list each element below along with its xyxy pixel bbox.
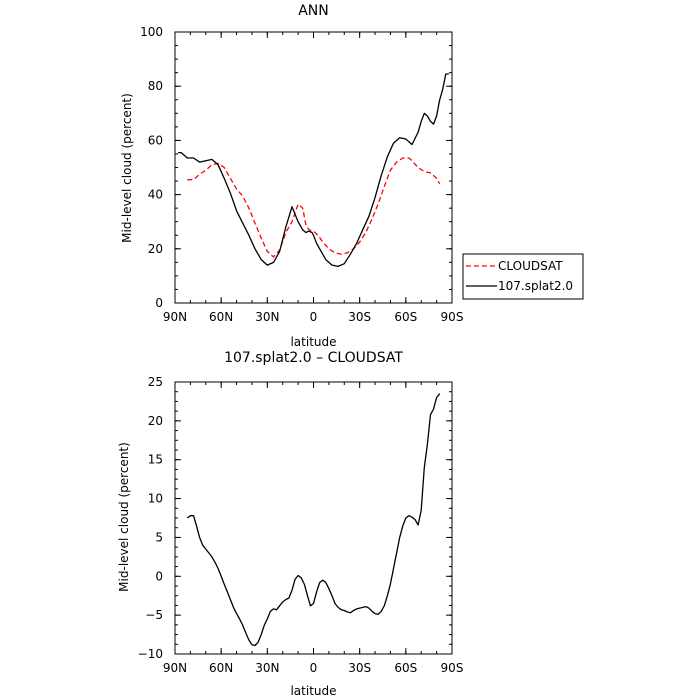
top-y-tick-label: 100 [140,25,163,39]
top-plot-frame [174,31,453,304]
top-x-tick-label: 30S [348,310,371,324]
top-y-tick-label: 80 [148,79,163,93]
bottom-x-axis-label: latitude [290,684,336,698]
top-series-line-cloudsat [187,157,441,258]
bottom-plot-frame [174,381,453,655]
legend-label-cloudsat: CLOUDSAT [498,259,563,273]
bottom-x-tick-label: 90S [441,661,464,675]
bottom-x-tick-label: 60N [209,661,233,675]
legend: CLOUDSAT 107.splat2.0 [462,253,584,300]
bottom-x-tick-label: 90N [163,661,187,675]
bottom-x-tick-label: 30S [348,661,371,675]
bottom-y-tick-label: 15 [148,453,163,467]
bottom-chart-title: 107.splat2.0 – CLOUDSAT [224,350,403,366]
top-x-tick-label: 60N [209,310,233,324]
top-x-tick-label: 90N [163,310,187,324]
legend-box [462,253,584,300]
top-y-tick-label: 40 [148,188,163,202]
bottom-x-tick-label: 60S [394,661,417,675]
bottom-x-tick-label: 30N [255,661,279,675]
top-y-axis-label: Mid-level cloud (percent) [120,93,134,243]
bottom-y-axis-label: Mid-level cloud (percent) [117,442,131,592]
top-x-tick-label: 60S [394,310,417,324]
bottom-y-tick-label: 25 [148,375,163,389]
top-x-tick-label: 30N [255,310,279,324]
top-x-tick-label: 0 [310,310,318,324]
top-y-tick-label: 60 [148,133,163,147]
bottom-series-line-0 [186,393,441,647]
top-series-line-107-splat2-0 [178,73,449,268]
bottom-x-tick-label: 0 [310,661,318,675]
bottom-y-tick-label: −5 [145,608,163,622]
bottom-y-tick-label: −10 [138,647,163,661]
top-chart-title: ANN [298,3,329,19]
chart-top: ANN latitude Mid-level cloud (percent) 9… [120,3,463,349]
top-y-tick-label: 20 [148,242,163,256]
bottom-y-tick-label: 0 [155,569,163,583]
legend-label-splat: 107.splat2.0 [498,279,573,293]
top-x-axis-label: latitude [290,335,336,349]
bottom-y-tick-label: 20 [148,414,163,428]
bottom-y-tick-label: 5 [155,530,163,544]
top-x-tick-label: 90S [441,310,464,324]
top-y-tick-label: 0 [155,296,163,310]
chart-bottom: 107.splat2.0 – CLOUDSAT latitude Mid-lev… [117,350,463,698]
bottom-y-tick-label: 10 [148,492,163,506]
